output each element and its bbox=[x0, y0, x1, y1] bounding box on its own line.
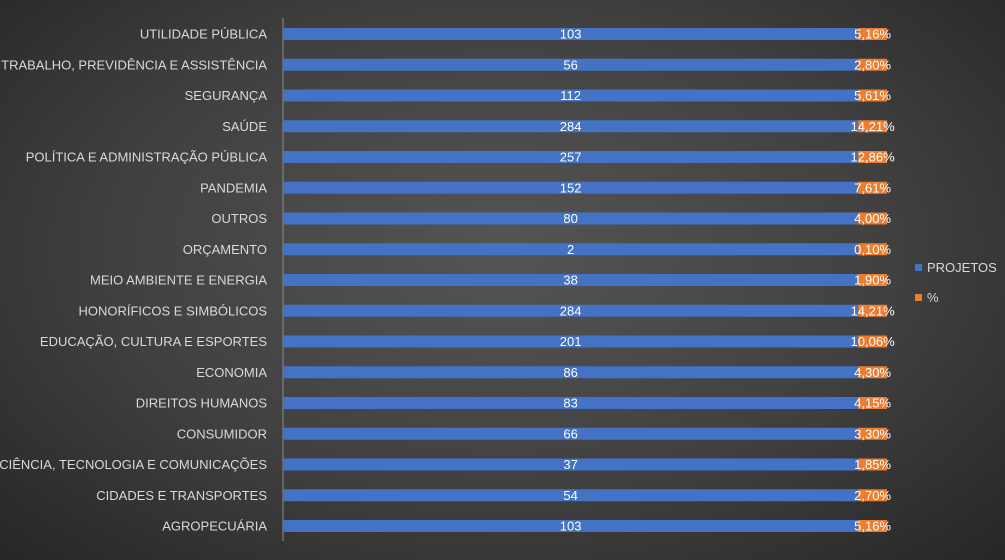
bar-percent bbox=[858, 520, 887, 532]
bar-percent bbox=[858, 489, 887, 502]
data-label-percent: 3,30% bbox=[854, 426, 891, 441]
data-label-percent: 2,70% bbox=[854, 488, 891, 503]
bar-percent bbox=[858, 58, 887, 71]
bar-projetos bbox=[283, 151, 859, 163]
data-label-projetos: 37 bbox=[563, 457, 577, 472]
data-label-percent: 5,16% bbox=[854, 519, 891, 534]
data-label-percent: 7,61% bbox=[854, 180, 891, 195]
bar-percent bbox=[858, 427, 887, 440]
bar-percent bbox=[858, 212, 887, 225]
data-label-projetos: 103 bbox=[560, 27, 582, 42]
category-label: ORÇAMENTO bbox=[183, 242, 267, 257]
data-label-projetos: 38 bbox=[563, 273, 577, 288]
bar-percent bbox=[858, 397, 887, 409]
category-label: CONSUMIDOR bbox=[177, 426, 267, 441]
legend-label-projetos: PROJETOS bbox=[927, 259, 997, 275]
data-label-percent: 14,21% bbox=[851, 303, 896, 318]
legend-swatch-percent bbox=[915, 293, 922, 301]
data-label-projetos: 284 bbox=[560, 119, 582, 134]
category-label: ECONOMIA bbox=[196, 365, 267, 380]
data-label-percent: 1,85% bbox=[854, 457, 891, 472]
bar-projetos bbox=[283, 427, 859, 440]
category-label: PANDEMIA bbox=[200, 180, 267, 195]
data-label-projetos: 2 bbox=[567, 242, 574, 257]
bar-projetos bbox=[283, 89, 859, 102]
data-label-percent: 4,15% bbox=[854, 396, 891, 411]
data-label-percent: 1,90% bbox=[854, 273, 891, 288]
data-label-percent: 0,10% bbox=[854, 242, 891, 257]
bar-percent bbox=[858, 89, 887, 102]
data-label-percent: 4,30% bbox=[854, 365, 891, 380]
data-label-percent: 5,16% bbox=[854, 27, 891, 42]
bar-projetos bbox=[283, 274, 859, 286]
bar-percent bbox=[858, 274, 887, 286]
legend: PROJETOS % bbox=[915, 258, 997, 318]
data-label-percent: 12,86% bbox=[851, 150, 896, 165]
category-label: CIDADES E TRANSPORTES bbox=[96, 488, 267, 503]
category-label: UTILIDADE PÚBLICA bbox=[140, 27, 267, 42]
bar-projetos bbox=[283, 520, 859, 532]
category-label: HONORÍFICOS E SIMBÓLICOS bbox=[78, 303, 267, 318]
bar-percent bbox=[858, 28, 887, 40]
bar-projetos bbox=[283, 458, 859, 471]
category-label: OUTROS bbox=[211, 211, 267, 226]
bar-projetos bbox=[283, 243, 859, 256]
bar-percent bbox=[858, 243, 887, 256]
category-label: TRABALHO, PREVIDÊNCIA E ASSISTÊNCIA bbox=[1, 57, 267, 72]
bar-projetos bbox=[283, 212, 859, 225]
bars-layer bbox=[283, 28, 887, 532]
data-label-projetos: 152 bbox=[560, 180, 582, 195]
category-label: SAÚDE bbox=[222, 119, 267, 134]
category-label: DIREITOS HUMANOS bbox=[136, 396, 268, 411]
labels-layer: UTILIDADE PÚBLICA 103 5,16% TRABALHO, PREVI… bbox=[0, 27, 895, 534]
data-label-projetos: 56 bbox=[563, 57, 577, 72]
category-label: MEIO AMBIENTE E ENERGIA bbox=[90, 273, 267, 288]
data-label-projetos: 112 bbox=[560, 88, 581, 103]
category-label: EDUCAÇÃO, CULTURA E ESPORTES bbox=[40, 334, 267, 349]
data-label-percent: 4,00% bbox=[854, 211, 891, 226]
data-label-percent: 5,61% bbox=[854, 88, 891, 103]
legend-swatch-projetos bbox=[915, 263, 922, 271]
bar-projetos bbox=[283, 489, 859, 502]
bar-percent bbox=[858, 335, 887, 348]
data-label-projetos: 86 bbox=[563, 365, 577, 380]
legend-label-percent: % bbox=[927, 289, 939, 305]
category-label: POLÍTICA E ADMINISTRAÇÃO PÚBLICA bbox=[26, 150, 268, 165]
bar-percent bbox=[858, 181, 887, 194]
bar-projetos bbox=[283, 397, 859, 409]
bar-percent bbox=[858, 120, 887, 133]
category-label: SEGURANÇA bbox=[185, 88, 268, 103]
bar-percent bbox=[858, 151, 887, 163]
category-label: CIÊNCIA, TECNOLOGIA E COMUNICAÇÕES bbox=[0, 457, 267, 472]
data-label-projetos: 80 bbox=[563, 211, 577, 226]
bar-projetos bbox=[283, 304, 859, 317]
bar-percent bbox=[858, 304, 887, 317]
bar-percent bbox=[858, 366, 887, 379]
bar-projetos bbox=[283, 58, 859, 71]
data-label-percent: 2,80% bbox=[854, 57, 891, 72]
bar-projetos bbox=[283, 335, 859, 348]
legend-item-percent: % bbox=[915, 288, 997, 306]
data-label-projetos: 66 bbox=[563, 426, 577, 441]
bar-projetos bbox=[283, 28, 859, 40]
data-label-projetos: 257 bbox=[560, 150, 582, 165]
data-label-percent: 14,21% bbox=[851, 119, 896, 134]
category-label: AGROPECUÁRIA bbox=[162, 519, 267, 534]
bar-projetos bbox=[283, 120, 859, 133]
data-label-projetos: 83 bbox=[563, 396, 577, 411]
bar-percent bbox=[858, 458, 887, 471]
data-label-projetos: 103 bbox=[560, 519, 582, 534]
legend-item-projetos: PROJETOS bbox=[915, 258, 997, 276]
data-label-projetos: 54 bbox=[563, 488, 577, 503]
data-label-projetos: 201 bbox=[560, 334, 582, 349]
data-label-projetos: 284 bbox=[560, 303, 582, 318]
bar-projetos bbox=[283, 366, 859, 379]
bar-projetos bbox=[283, 181, 859, 194]
data-label-percent: 10,06% bbox=[851, 334, 896, 349]
